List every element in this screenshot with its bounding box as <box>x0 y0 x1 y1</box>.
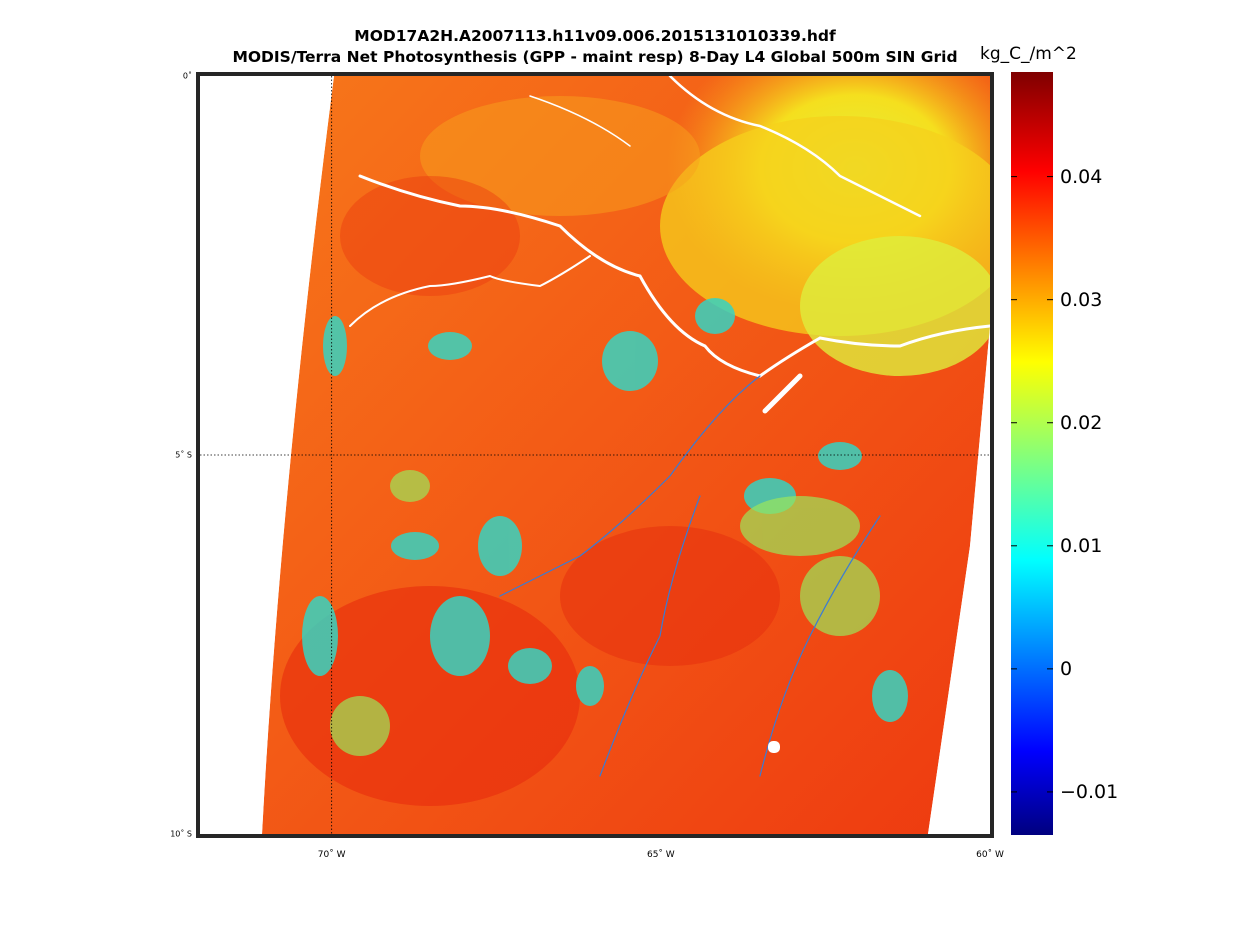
colorbar-unit: kg_C_/m^2 <box>980 44 1077 64</box>
colorbar-tick-label: 0.01 <box>1060 534 1103 557</box>
colorbar-tick-label: 0.02 <box>1060 411 1103 434</box>
colorbar-gradient <box>1011 72 1053 835</box>
orange-band <box>420 96 700 216</box>
lon-label: 65˚ W <box>646 850 675 860</box>
graticule <box>200 76 990 834</box>
lat-label: 0˚ <box>182 71 192 81</box>
colorbar-tick-label: −0.01 <box>1060 780 1119 803</box>
map-frame <box>196 72 994 838</box>
colorbar-ticks <box>1011 176 1053 793</box>
yellow-zone-center <box>800 236 990 376</box>
rivers <box>349 76 990 777</box>
colorbar <box>1011 72 1053 835</box>
low-patches <box>302 298 908 722</box>
lon-label: 60˚ W <box>976 850 1004 860</box>
lat-label: 10˚ S <box>170 829 192 839</box>
lon-label: 70˚ W <box>317 850 346 860</box>
lat-label: 5˚ S <box>175 450 192 460</box>
map-canvas <box>200 76 990 834</box>
colorbar-tick-label: 0.03 <box>1060 288 1103 311</box>
water-body <box>768 741 780 753</box>
colorbar-tick-label: 0.04 <box>1060 165 1103 188</box>
red-zone-south <box>560 526 780 666</box>
title-line-1: MOD17A2H.A2007113.h11v09.006.20151310103… <box>354 27 836 45</box>
colorbar-tick-label: 0 <box>1060 657 1073 680</box>
title-line-2: MODIS/Terra Net Photosynthesis (GPP - ma… <box>232 48 958 66</box>
